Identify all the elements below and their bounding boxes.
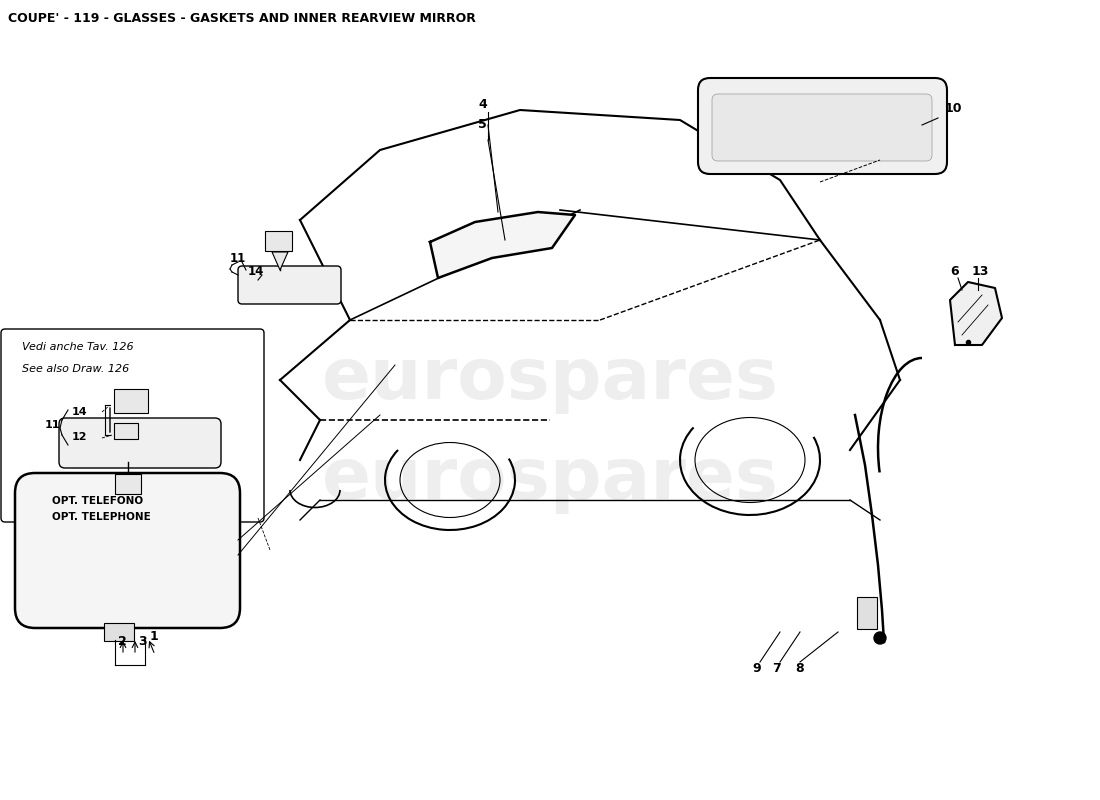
Circle shape <box>874 632 886 644</box>
Text: 12: 12 <box>72 432 88 442</box>
Text: COUPE' - 119 - GLASSES - GASKETS AND INNER REARVIEW MIRROR: COUPE' - 119 - GLASSES - GASKETS AND INN… <box>8 12 476 25</box>
Polygon shape <box>950 282 1002 345</box>
Text: 14: 14 <box>248 265 264 278</box>
Text: 13: 13 <box>972 265 989 278</box>
Text: 1: 1 <box>150 630 158 643</box>
Text: 14: 14 <box>72 407 88 417</box>
FancyBboxPatch shape <box>104 623 134 641</box>
Polygon shape <box>430 212 575 278</box>
FancyBboxPatch shape <box>114 423 138 439</box>
FancyBboxPatch shape <box>114 389 148 413</box>
Text: Vedi anche Tav. 126: Vedi anche Tav. 126 <box>22 342 133 352</box>
Text: 8: 8 <box>795 662 804 675</box>
FancyBboxPatch shape <box>698 78 947 174</box>
Text: 9: 9 <box>752 662 760 675</box>
FancyBboxPatch shape <box>712 94 932 161</box>
Text: eurospares: eurospares <box>321 446 779 514</box>
Text: OPT. TELEFONO: OPT. TELEFONO <box>52 496 143 506</box>
Text: 6: 6 <box>950 265 958 278</box>
FancyBboxPatch shape <box>857 597 877 629</box>
Text: OPT. TELEPHONE: OPT. TELEPHONE <box>52 512 151 522</box>
Polygon shape <box>272 252 288 270</box>
FancyBboxPatch shape <box>59 418 221 468</box>
Text: 7: 7 <box>772 662 781 675</box>
Text: 3: 3 <box>138 635 146 648</box>
FancyBboxPatch shape <box>116 474 141 494</box>
Text: 5: 5 <box>478 118 486 131</box>
Text: 4: 4 <box>478 98 486 111</box>
Text: See also Draw. 126: See also Draw. 126 <box>22 364 130 374</box>
Text: eurospares: eurospares <box>321 346 779 414</box>
Text: 2: 2 <box>118 635 127 648</box>
FancyBboxPatch shape <box>265 231 292 251</box>
Text: 11: 11 <box>45 420 60 430</box>
FancyBboxPatch shape <box>238 266 341 304</box>
PathPatch shape <box>15 473 240 628</box>
FancyBboxPatch shape <box>1 329 264 522</box>
Text: 11: 11 <box>230 252 246 265</box>
Text: 10: 10 <box>945 102 962 115</box>
